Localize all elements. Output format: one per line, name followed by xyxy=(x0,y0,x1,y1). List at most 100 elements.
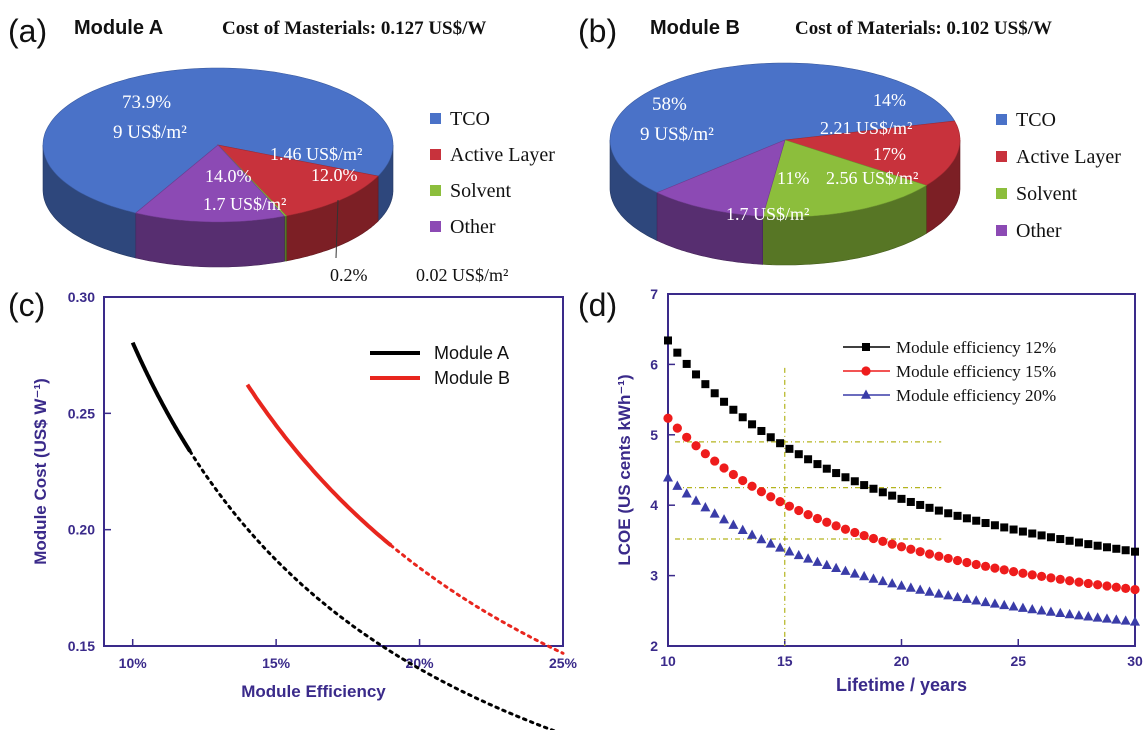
data-point-square xyxy=(981,519,990,528)
pie-chart-module-b xyxy=(609,62,961,266)
data-point-circle xyxy=(719,463,729,473)
data-point-square xyxy=(720,397,729,406)
pie-slice-active-layer xyxy=(784,120,961,186)
solvent-leader-line xyxy=(335,199,339,259)
x-tick-label: 20 xyxy=(894,653,910,669)
data-point-square xyxy=(757,426,766,435)
label-active-percent: 14% xyxy=(873,90,906,110)
data-point-circle xyxy=(682,432,692,442)
data-point-triangle xyxy=(915,584,926,594)
x-axis-title: Module Efficiency xyxy=(241,682,386,701)
a-legend-swatch-tco xyxy=(430,113,441,124)
data-point-triangle xyxy=(989,598,1000,608)
data-point-circle xyxy=(1074,577,1084,587)
legend-label: Module A xyxy=(434,343,509,363)
data-point-triangle xyxy=(812,556,823,566)
data-point-circle xyxy=(691,441,701,451)
legend-label: Module efficiency 15% xyxy=(896,362,1056,381)
data-point-triangle xyxy=(849,568,860,578)
data-point-square xyxy=(953,511,962,520)
label-other-cost: 1.7 US$/m² xyxy=(726,204,809,224)
y-tick-label: 0.25 xyxy=(68,405,95,421)
data-point-square xyxy=(841,473,850,482)
a-legend-swatch-other xyxy=(430,221,441,232)
data-point-circle xyxy=(1093,580,1103,590)
data-point-circle xyxy=(1027,570,1037,580)
x-tick-label: 25% xyxy=(549,655,578,671)
data-point-square xyxy=(990,521,999,530)
x-tick-label: 10% xyxy=(119,655,148,671)
data-point-triangle xyxy=(896,580,907,590)
y-tick-label: 0.20 xyxy=(68,522,95,538)
data-point-square xyxy=(869,484,878,493)
panel-b-title: Module B xyxy=(650,17,740,39)
data-point-square xyxy=(692,370,701,379)
data-point-square xyxy=(888,491,897,500)
data-point-triangle xyxy=(681,488,692,498)
panel-a-title: Module A xyxy=(74,17,163,39)
data-point-triangle xyxy=(859,570,870,581)
data-point-square xyxy=(916,500,925,509)
data-point-circle xyxy=(766,492,776,502)
data-point-square xyxy=(710,389,719,398)
data-point-square xyxy=(1018,527,1027,536)
a-legend-label: Other xyxy=(450,216,496,238)
data-point-square xyxy=(934,506,943,515)
series-dotted-module-a xyxy=(188,449,557,730)
data-point-square xyxy=(673,348,682,357)
data-point-triangle xyxy=(691,495,702,505)
b-legend-swatch-solvent xyxy=(996,188,1007,199)
data-point-circle xyxy=(924,549,935,559)
legend-label: Module efficiency 12% xyxy=(896,338,1056,357)
label-tco-cost: 9 US$/m² xyxy=(640,124,714,145)
data-point-square xyxy=(729,405,738,414)
data-point-square xyxy=(682,359,691,368)
label-other-percent: 11% xyxy=(777,168,809,188)
data-point-circle xyxy=(812,513,823,524)
label-solvent-cost: 0.02 US$/m² xyxy=(416,265,508,285)
data-point-square xyxy=(664,336,672,345)
data-point-circle xyxy=(962,557,972,568)
label-active-cost: 1.46 US$/m² xyxy=(270,144,362,164)
a-legend-label: Solvent xyxy=(450,180,512,202)
data-point-circle xyxy=(1008,567,1019,577)
y-tick-label: 4 xyxy=(650,497,658,513)
data-point-square xyxy=(897,494,906,503)
a-legend-label: Active Layer xyxy=(450,144,555,166)
data-point-circle xyxy=(794,505,804,516)
data-point-square xyxy=(738,413,747,422)
label-tco-cost: 9 US$/m² xyxy=(113,122,187,143)
data-point-circle xyxy=(1046,573,1056,583)
data-point-triangle xyxy=(709,508,720,518)
data-point-circle xyxy=(915,547,925,557)
b-legend-swatch-active-layer xyxy=(996,151,1007,162)
data-point-triangle xyxy=(868,573,879,583)
data-point-circle xyxy=(1037,571,1047,581)
label-solvent-percent: 0.2% xyxy=(330,265,368,285)
legend-module-b: TCO Active Layer Solvent Other xyxy=(996,109,1121,242)
data-point-square xyxy=(878,488,887,497)
legend-marker-triangle xyxy=(861,389,871,399)
data-point-circle xyxy=(980,561,991,571)
data-point-circle xyxy=(840,524,851,534)
data-point-circle xyxy=(896,542,907,552)
y-tick-label: 3 xyxy=(650,568,658,584)
data-point-circle xyxy=(859,530,869,541)
y-tick-label: 7 xyxy=(650,286,658,302)
data-point-circle xyxy=(663,413,673,423)
x-tick-label: 25 xyxy=(1010,653,1026,669)
data-point-square xyxy=(860,481,869,490)
y-tick-label: 6 xyxy=(650,356,658,372)
data-point-square xyxy=(1009,525,1018,534)
data-point-circle xyxy=(700,449,710,459)
panel-a-label: (a) xyxy=(8,13,47,49)
data-point-circle xyxy=(738,475,748,486)
data-point-circle xyxy=(887,539,897,549)
data-point-triangle xyxy=(672,480,683,490)
line-chart-module-cost: 10% 15% 20% 25% 0.15 0.20 0.25 0.30 Module Effic… xyxy=(31,289,578,730)
data-point-triangle xyxy=(728,519,739,529)
data-point-triangle xyxy=(831,562,842,573)
panel-d-label: (d) xyxy=(578,287,617,323)
data-point-square xyxy=(1028,529,1037,538)
